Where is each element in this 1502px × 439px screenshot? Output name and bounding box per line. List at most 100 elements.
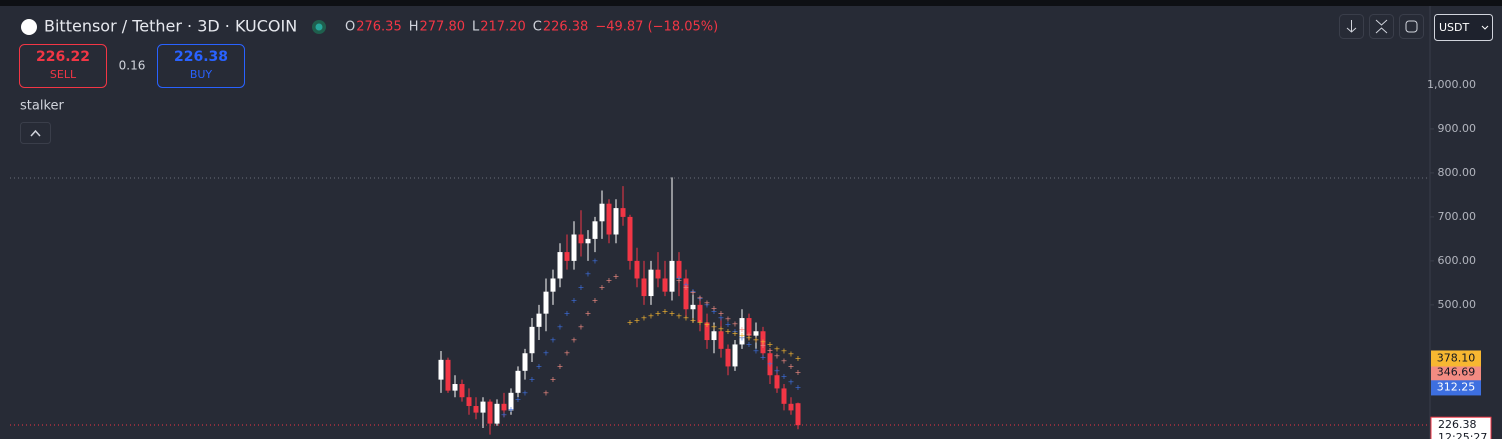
indicator-dot: + [739,325,746,334]
candle-body [550,278,556,292]
indicator-dot: + [732,329,739,338]
candle-body [452,384,458,391]
candle-body [760,331,766,354]
indicator-dot: + [718,314,725,323]
indicator-dot: + [746,333,753,342]
y-tick-label: 1,000.00 [1427,78,1476,91]
collapse-button[interactable] [1369,14,1394,39]
candle-body [501,403,507,411]
indicator-dot: + [606,276,613,285]
ohlc-value: 217.20 [480,20,526,35]
indicator-dot: + [725,320,732,329]
candle-body [718,331,724,349]
indicator-dot: + [760,341,767,350]
candle-body [613,208,619,235]
indicator-dot: + [557,322,564,331]
indicator-dot: + [753,347,760,356]
candle-body [648,269,654,297]
indicator-dot: + [550,336,557,345]
indicator-dot: + [781,372,788,381]
y-tick-label: 900.00 [1438,122,1477,135]
indicator-dot: + [690,316,697,325]
indicator-dot: + [662,307,669,316]
indicator-dot: + [746,330,753,339]
indicator-dot: + [501,410,508,419]
indicator-dot: + [711,307,718,316]
candle-body [585,238,591,244]
indicator-dot: + [655,309,662,318]
price-badge [1431,379,1481,396]
icon [1346,20,1357,33]
indicator-name: stalker [20,99,65,114]
collapse-button[interactable] [20,122,51,144]
indicator-dot: + [781,347,788,356]
indicator-dot: + [564,309,571,318]
indicator-dot: + [704,300,711,309]
icon [1405,20,1418,33]
indicator-dot: + [585,270,592,279]
status-dot-inner [315,23,323,31]
candle-body [662,278,668,292]
indicator-dot: + [578,322,585,331]
indicator-dot: + [634,316,641,325]
ohlc-value: 276.35 [356,20,402,35]
indicator-dot: + [718,325,725,334]
indicator-dot: + [774,351,781,360]
indicator-dot: + [795,383,802,392]
sell-price: 226.22 [36,49,90,65]
ohlc: O 276.35 H 277.80 L 217.20 C 226.38 −49.87 (−18.… [345,20,718,35]
indicator-dot: + [515,395,522,404]
currency-select[interactable] [1434,14,1493,41]
refresh-button[interactable] [1399,14,1424,39]
y-tick-label: 700.00 [1438,210,1477,223]
candle-body [683,278,689,310]
indicator-dot: + [788,350,795,359]
ohlc-value: 226.38 [543,20,589,35]
candle-body [711,331,717,341]
sell-button[interactable] [19,44,107,88]
indicator-dot: + [627,318,634,327]
change: −49.87 (−18.05%) [595,20,718,35]
indicator-dot: + [690,288,697,297]
spread: 0.16 [119,59,146,73]
indicator-dot: + [613,272,620,281]
candle-body [571,234,577,261]
ohlc-key: C [533,20,542,35]
indicator-dot: + [788,362,795,371]
ohlc-key: O [345,20,355,35]
ohlc-key: H [409,20,419,35]
indicator-dot: + [795,354,802,363]
buy-label: BUY [190,68,213,81]
indicator-dot: + [683,283,690,292]
candle-body [788,403,794,411]
indicator-dot: + [571,336,578,345]
download-button[interactable] [1339,14,1364,39]
candle-body [620,208,626,217]
candle-body [655,269,661,279]
candle-body [557,252,563,279]
candle-body [599,203,605,222]
indicator-dot: + [760,338,767,347]
candle-body [627,216,633,261]
candle-body [459,384,465,398]
title: Bittensor / Tether · 3D · KUCOIN [44,17,297,36]
indicator-dot: + [704,299,711,308]
indicator-dot: + [648,311,655,320]
candle-body [774,375,780,389]
candle-body [753,331,759,336]
candle-body [438,359,444,380]
candle-body [634,260,640,279]
top-strip [0,0,1502,6]
indicator-dot: + [711,322,718,331]
candle-body [690,304,696,310]
candle-body [487,401,493,424]
indicator-dot: + [550,375,557,384]
price-badge [1431,350,1481,367]
candle-body [592,221,598,239]
candle-body [767,353,773,376]
price-badge-label: 312.25 [1437,380,1476,393]
indicator-dot: + [711,304,718,313]
candle-body [564,252,570,261]
indicator-dot: + [564,349,571,358]
buy-button[interactable] [157,44,245,88]
